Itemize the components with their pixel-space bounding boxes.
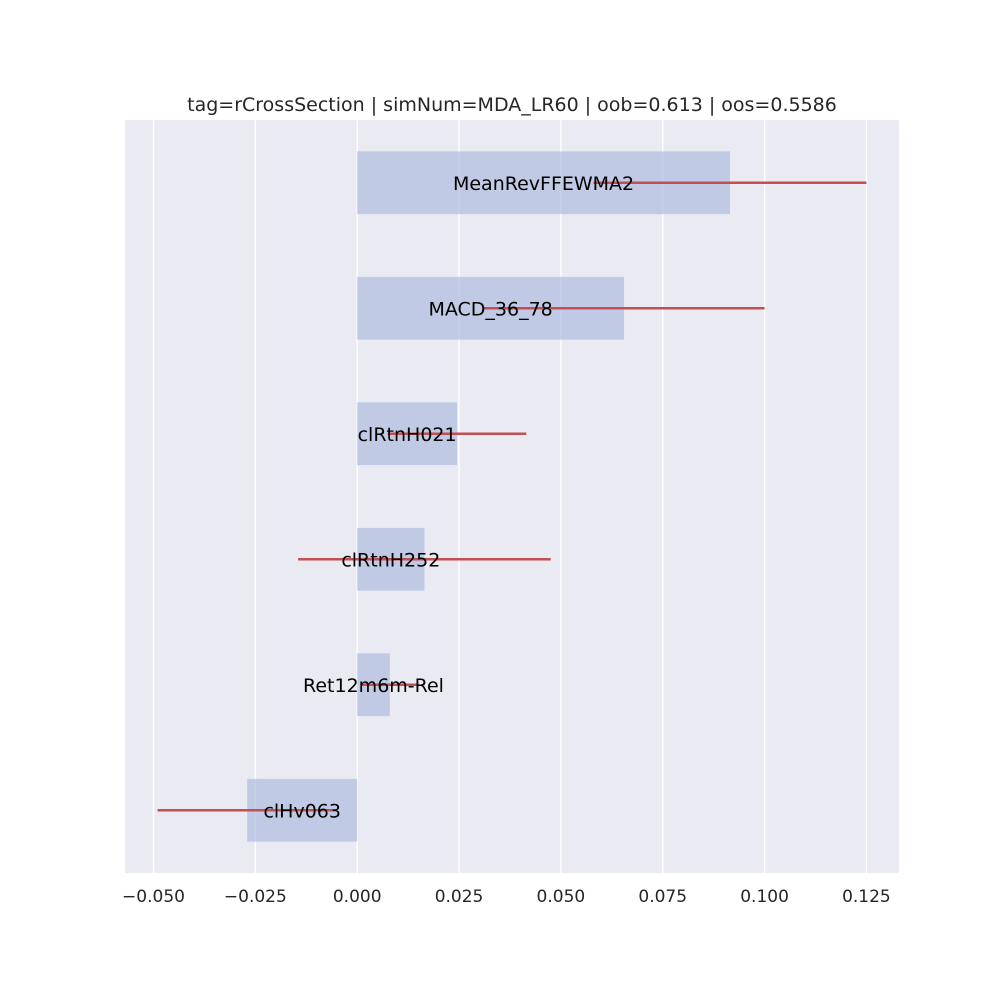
x-tick-label: 0.050: [537, 887, 586, 907]
grid-lines: [152, 120, 868, 873]
bar-label: clRtnH021: [358, 424, 457, 446]
bar-label: Ret12m6m-Rel: [303, 675, 444, 697]
x-tick-label: −0.050: [122, 887, 185, 907]
error-bars: [157, 181, 867, 812]
bar-label: MeanRevFFEWMA2: [453, 173, 634, 195]
x-tick-label: 0.100: [740, 887, 789, 907]
bar-label: clHv063: [263, 800, 341, 822]
chart-title: tag=rCrossSection | simNum=MDA_LR60 | oo…: [187, 94, 837, 116]
bar-label: clRtnH252: [341, 549, 440, 571]
bar-label: MACD_36_78: [428, 298, 552, 320]
x-tick-label: 0.025: [435, 887, 484, 907]
x-tick-label: 0.000: [333, 887, 382, 907]
x-axis-ticks: −0.050 −0.025 0.000 0.025 0.050 0.075 0.100 0.1…: [122, 887, 891, 907]
plot-area: [125, 120, 899, 873]
x-tick-label: −0.025: [224, 887, 287, 907]
bar-labels: clHv063 Ret12m6m-Rel clRtnH252 clRtnH021 MAC…: [263, 173, 634, 823]
x-tick-label: 0.075: [638, 887, 687, 907]
x-tick-label: 0.125: [842, 887, 891, 907]
